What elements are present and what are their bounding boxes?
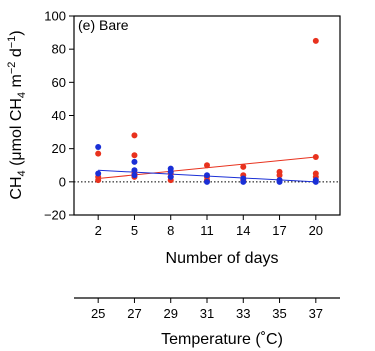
data-point-layer [95, 37, 319, 185]
temperature-tick-label: 31 [200, 306, 214, 321]
temperature-tick-label: 33 [236, 306, 250, 321]
temperature-axis-title: Temperature (˚C) [161, 331, 283, 348]
y-tick-label: 100 [44, 9, 66, 24]
temperature-tick-label: 35 [272, 306, 286, 321]
data-point-blue [167, 168, 174, 175]
data-point-blue [131, 172, 138, 179]
data-point-blue [312, 178, 319, 185]
temperature-tick-label: 27 [127, 306, 141, 321]
y-tick-label: 20 [52, 141, 66, 156]
data-point-red [312, 153, 319, 160]
data-point-red [240, 163, 247, 170]
data-point-red [204, 162, 210, 169]
data-point-red [131, 132, 138, 139]
y-tick-label: 0 [59, 174, 66, 189]
x-tick-label: 20 [309, 223, 323, 238]
temperature-tick-label: 29 [163, 306, 177, 321]
panel-label: (e) Bare [78, 17, 129, 33]
x-tick-label: 14 [236, 223, 250, 238]
data-point-blue [95, 144, 102, 151]
x-tick-label: 8 [167, 223, 174, 238]
data-point-blue [204, 178, 210, 185]
data-point-red [276, 172, 283, 179]
data-point-red [95, 177, 102, 184]
data-point-blue [276, 178, 283, 185]
x-tick-label: 17 [272, 223, 286, 238]
y-tick-label: −20 [44, 208, 66, 223]
y-axis-title: CH4 (μmol CH4 m−2 d−1) [6, 30, 28, 199]
data-point-red [95, 150, 102, 157]
data-point-blue [204, 172, 210, 179]
data-point-blue [131, 158, 138, 165]
data-point-blue [131, 167, 138, 174]
temperature-axis: 25 27 29 31 33 35 37 [74, 297, 340, 321]
data-point-blue [167, 173, 174, 180]
x-axis-ticks: 2 5 8 11 14 17 20 [95, 215, 323, 238]
x-axis-title: Number of days [166, 250, 279, 267]
data-point-red [312, 37, 319, 44]
y-tick-label: 40 [52, 108, 66, 123]
y-tick-label: 80 [52, 42, 66, 57]
x-tick-label: 2 [95, 223, 102, 238]
data-point-blue [95, 170, 102, 177]
data-point-red [131, 152, 138, 159]
plot-frame [73, 15, 341, 216]
y-axis-ticks: −20 0 20 40 60 80 100 [44, 9, 74, 223]
temperature-tick-label: 37 [309, 306, 323, 321]
x-tick-label: 5 [131, 223, 138, 238]
data-point-blue [240, 178, 247, 185]
temperature-tick-label: 25 [91, 306, 105, 321]
x-tick-label: 11 [200, 223, 214, 238]
y-tick-label: 60 [52, 75, 66, 90]
